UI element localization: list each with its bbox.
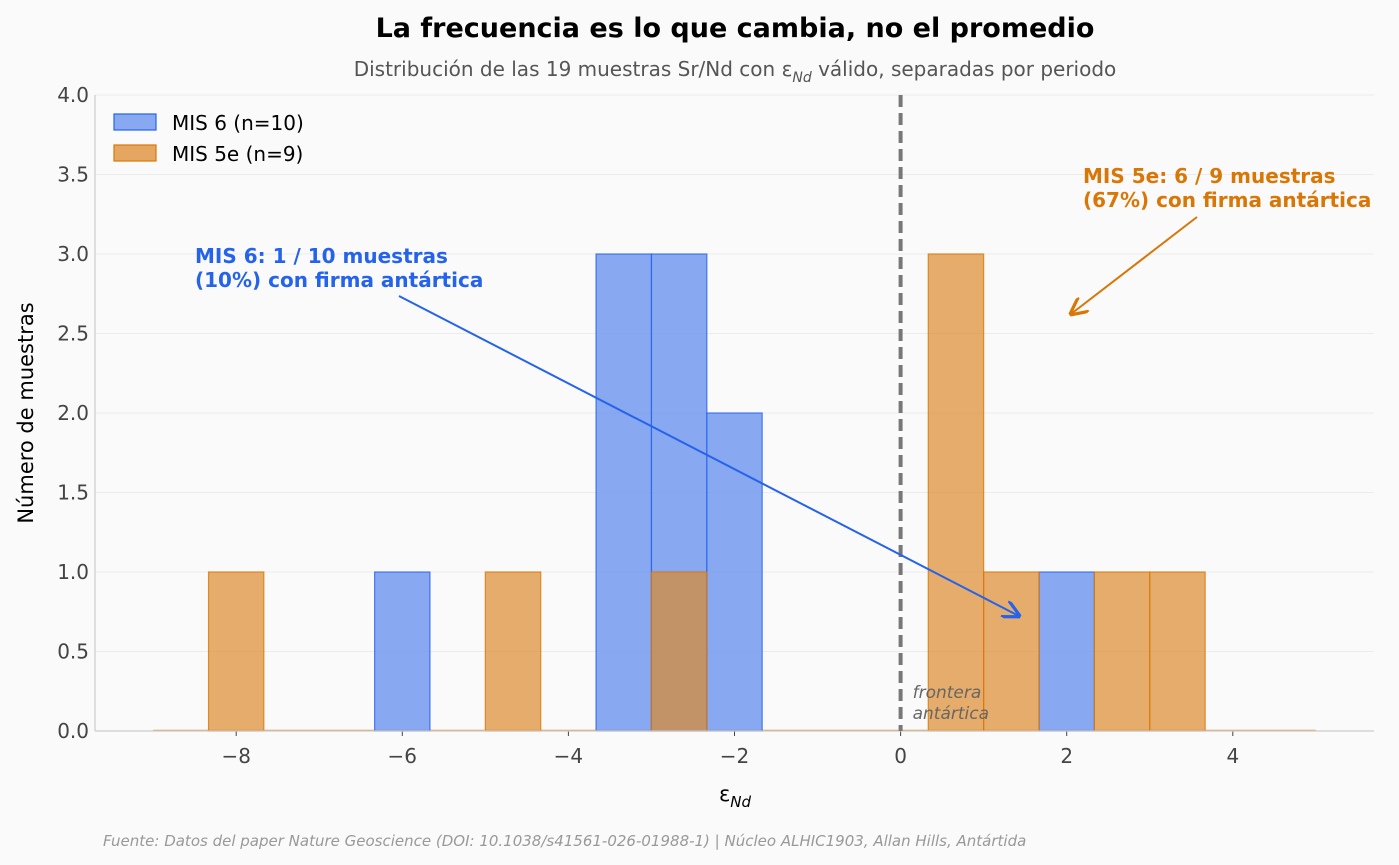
y-tick-label: 0.5 <box>57 640 89 664</box>
mis6-annotation-line2: (10%) con firma antártica <box>195 268 483 292</box>
bar-mis5e <box>983 571 1040 732</box>
mis6-annotation-arrow <box>398 295 1019 616</box>
bar-mis5e <box>484 571 542 732</box>
x-axis-label: εNd <box>719 782 752 811</box>
bar-mis5e <box>207 571 265 732</box>
y-tick-label: 1.0 <box>57 560 89 584</box>
legend: MIS 6 (n=10) MIS 5e (n=9) <box>113 111 304 166</box>
legend-swatch-mis5e <box>113 144 157 162</box>
source-note: Fuente: Datos del paper Nature Geoscienc… <box>103 832 1026 850</box>
bar-mis5e <box>927 253 985 732</box>
bar-mis5e <box>650 571 708 732</box>
x-tick-label: −6 <box>388 744 417 768</box>
y-tick-label: 0.0 <box>57 719 89 743</box>
boundary-label: frontera antártica <box>913 683 989 724</box>
mis5e-annotation-line2: (67%) con firma antártica <box>1083 188 1371 212</box>
chart-subtitle: Distribución de las 19 muestras Sr/Nd co… <box>354 57 1117 86</box>
x-tick-label: 4 <box>1226 744 1239 768</box>
mis6-annotation-line1: MIS 6: 1 / 10 muestras <box>195 244 448 268</box>
tick-labels: 0.0 0.5 1.0 1.5 2.0 2.5 3.0 3.5 4.0 −8 −6 −4 −2 0 2 4 <box>57 83 1239 768</box>
bar-mis5e <box>1149 571 1206 732</box>
bar-mis6 <box>1038 571 1095 732</box>
y-axis-label: Número de muestras <box>14 302 38 523</box>
x-tick-label: 0 <box>894 744 907 768</box>
bar-mis6 <box>374 571 431 732</box>
y-tick-label: 3.0 <box>57 242 89 266</box>
chart-title: La frecuencia es lo que cambia, no el pr… <box>376 13 1095 44</box>
y-tick-label: 2.0 <box>57 401 89 425</box>
legend-swatch-mis6 <box>113 113 157 131</box>
x-tick-label: −4 <box>554 744 583 768</box>
y-tick-label: 2.5 <box>57 322 89 346</box>
bar-mis6 <box>595 253 653 732</box>
bar-mis5e <box>1093 571 1151 732</box>
legend-label-mis5e: MIS 5e (n=9) <box>172 142 303 166</box>
y-tick-label: 3.5 <box>57 163 89 187</box>
y-tick-label: 4.0 <box>57 83 89 107</box>
x-tick-label: −8 <box>221 744 250 768</box>
x-tick-label: −2 <box>720 744 749 768</box>
axes <box>94 95 1374 736</box>
y-tick-label: 1.5 <box>57 481 89 505</box>
x-tick-label: 2 <box>1060 744 1073 768</box>
legend-label-mis6: MIS 6 (n=10) <box>172 111 304 135</box>
mis5e-annotation-line1: MIS 5e: 6 / 9 muestras <box>1083 164 1336 188</box>
mis5e-annotation-arrow <box>1071 216 1198 314</box>
bar-mis6 <box>706 412 763 732</box>
